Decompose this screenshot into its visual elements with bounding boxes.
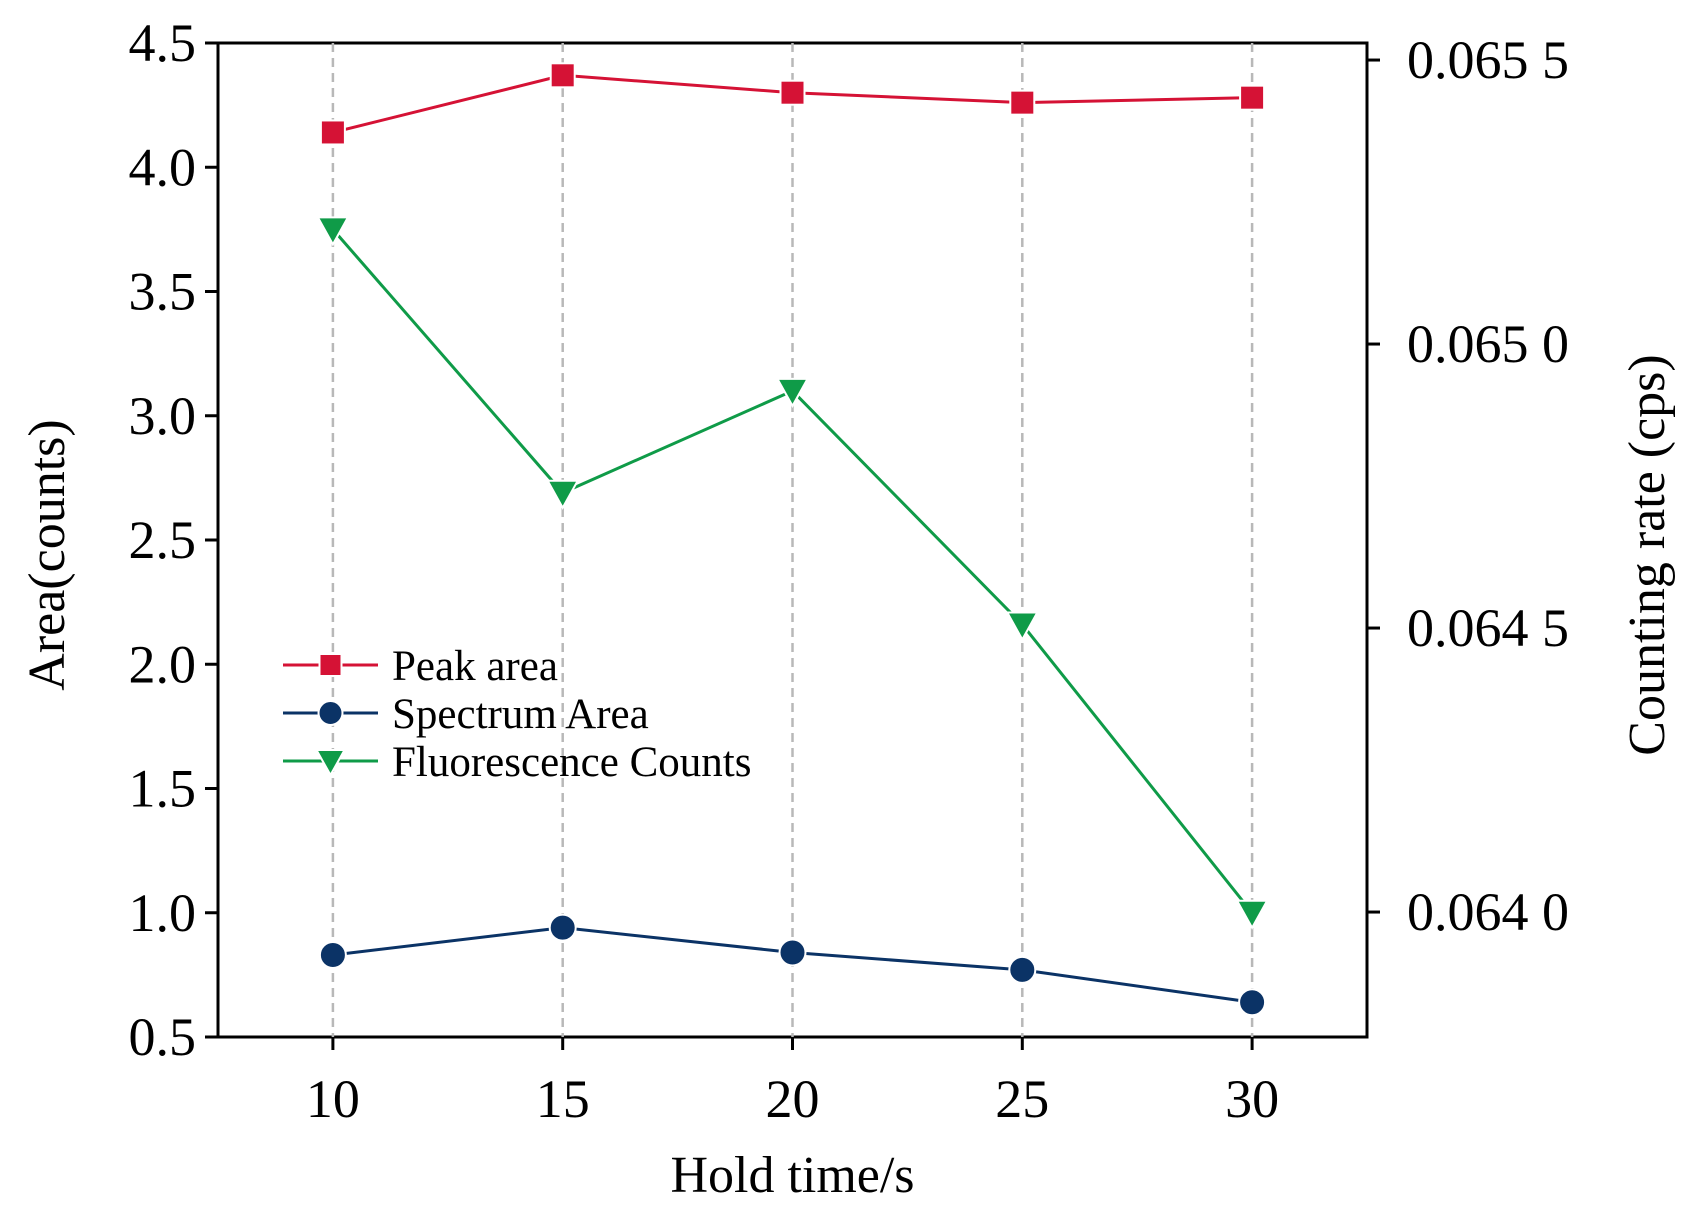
- data-point-peak-area: [1239, 84, 1266, 111]
- y-tick-label: 1.5: [129, 759, 197, 819]
- x-tick-label: 15: [536, 1069, 590, 1129]
- legend-label-fluorescence-counts: Fluorescence Counts: [392, 739, 751, 786]
- data-point-spectrum-area: [548, 913, 577, 942]
- y2-axis-label: Counting rate (cps): [1619, 354, 1676, 755]
- data-point-peak-area: [1009, 89, 1036, 116]
- y-axis-label: Area(counts): [19, 419, 76, 690]
- y-tick-label: 4.0: [129, 137, 197, 197]
- data-point-fluorescence-counts: [1005, 611, 1039, 642]
- legend-label-peak-area: Peak area: [392, 643, 558, 690]
- data-point-spectrum-area: [1008, 955, 1037, 984]
- y-tick-label: 0.5: [129, 1007, 197, 1067]
- data-point-peak-area: [549, 62, 576, 89]
- data-point-fluorescence-counts: [316, 216, 350, 247]
- x-axis-label: Hold time/s: [670, 1147, 914, 1204]
- x-tick-label: 10: [306, 1069, 360, 1129]
- legend-marker-fluorescence-counts: [314, 749, 347, 778]
- y2-tick-label: 0.065 0: [1407, 314, 1569, 374]
- legend-label-spectrum-area: Spectrum Area: [392, 691, 649, 738]
- y-tick-label: 3.5: [129, 262, 197, 322]
- data-point-fluorescence-counts: [546, 479, 580, 510]
- y-tick-label: 3.0: [129, 386, 197, 446]
- y2-tick-label: 0.064 5: [1407, 598, 1569, 658]
- data-point-peak-area: [319, 119, 346, 146]
- y2-tick-label: 0.065 5: [1407, 30, 1569, 90]
- data-point-peak-area: [779, 79, 806, 106]
- x-tick-label: 25: [995, 1069, 1049, 1129]
- y2-tick-label: 0.064 0: [1407, 882, 1569, 942]
- data-point-spectrum-area: [778, 938, 807, 967]
- y-tick-label: 4.5: [129, 13, 197, 73]
- x-tick-label: 20: [766, 1069, 820, 1129]
- data-point-fluorescence-counts: [1235, 899, 1269, 930]
- legend-marker-peak-area: [318, 653, 343, 677]
- y-tick-label: 2.5: [129, 510, 197, 570]
- data-point-spectrum-area: [1238, 988, 1267, 1017]
- y-tick-label: 2.0: [129, 634, 197, 694]
- data-point-spectrum-area: [318, 940, 347, 969]
- x-tick-label: 30: [1225, 1069, 1279, 1129]
- y-tick-label: 1.0: [129, 883, 197, 943]
- data-point-fluorescence-counts: [775, 377, 810, 408]
- legend-marker-spectrum-area: [317, 700, 344, 726]
